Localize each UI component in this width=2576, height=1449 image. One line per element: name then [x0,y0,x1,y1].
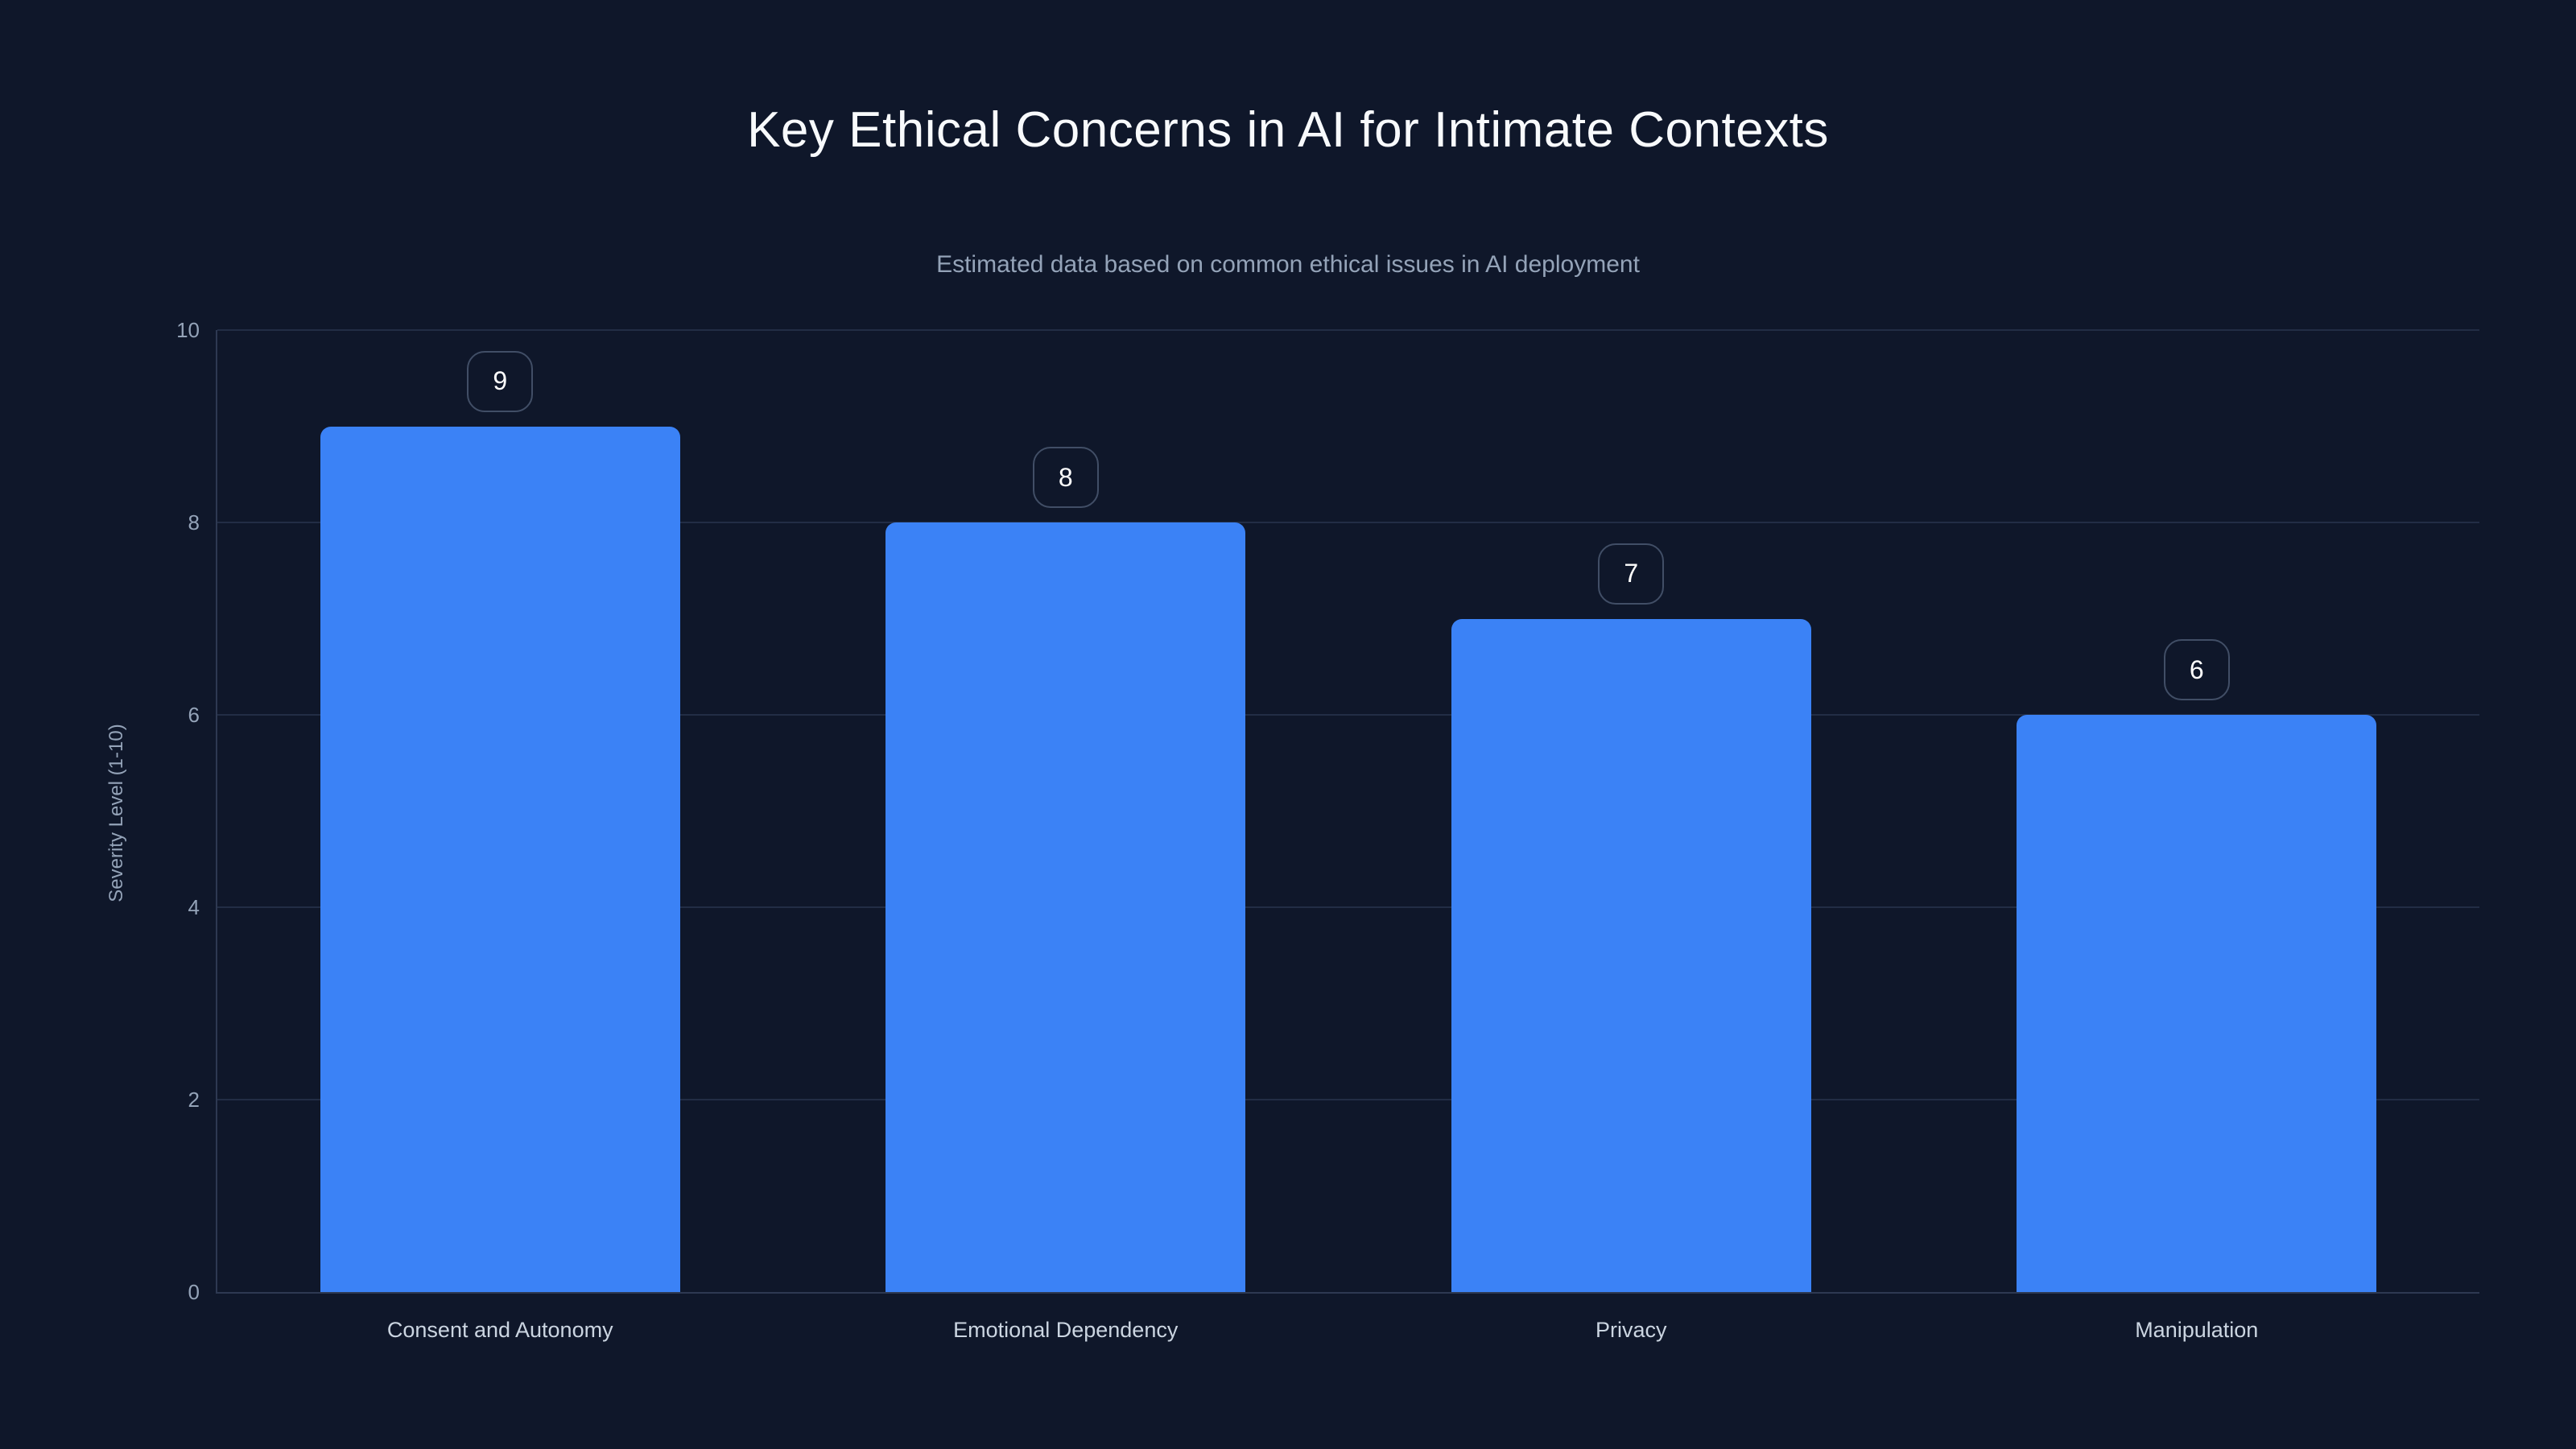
bar-manipulation[interactable]: 6 [2017,639,2377,1292]
gridlines [217,329,2479,1292]
value-badge-emotional-dependency: 8 [1032,447,1099,508]
plot-area: 0 2 4 6 8 10 9 8 7 6 Consent and Autonomy Emotion… [176,320,2479,1342]
bar-slot-consent-and-autonomy: 9 [217,330,783,1292]
x-tick-manipulation: Manipulation [2135,1318,2259,1342]
bars: 9 8 7 6 [217,330,2479,1292]
bar-slot-emotional-dependency: 8 [783,330,1349,1292]
x-tick-labels: Consent and Autonomy Emotional Dependency… [217,1318,2479,1343]
chart-title: Key Ethical Concerns in AI for Intimate … [747,102,1829,158]
bar-consent-and-autonomy[interactable]: 9 [320,350,680,1292]
value-badge-privacy: 7 [1598,543,1665,605]
bar-slot-privacy: 7 [1348,330,1914,1292]
value-badge-consent-and-autonomy: 9 [467,350,534,412]
gridline-8 [217,522,2479,523]
y-tick-6: 6 [188,703,200,727]
y-tick-8: 8 [188,510,200,535]
gridline-4 [217,906,2479,908]
y-tick-2: 2 [188,1088,200,1112]
x-tick-privacy: Privacy [1595,1318,1667,1342]
y-tick-10: 10 [176,318,200,342]
y-axis-title: Severity Level (1-10) [105,724,127,902]
bar-slot-manipulation: 6 [1914,330,2480,1292]
bar-privacy[interactable]: 7 [1451,543,1811,1292]
gridline-6 [217,714,2479,716]
y-tick-labels: 0 2 4 6 8 10 [176,320,2479,1302]
value-badge-manipulation: 6 [2163,639,2230,700]
x-tick-consent-and-autonomy: Consent and Autonomy [386,1318,613,1342]
gridline-10 [217,329,2479,331]
gridline-2 [217,1099,2479,1100]
chart-subtitle: Estimated data based on common ethical i… [936,251,1640,278]
x-tick-emotional-dependency: Emotional Dependency [953,1318,1179,1342]
bar-emotional-dependency[interactable]: 8 [886,447,1246,1292]
y-tick-4: 4 [188,895,200,919]
y-tick-0: 0 [188,1280,200,1304]
